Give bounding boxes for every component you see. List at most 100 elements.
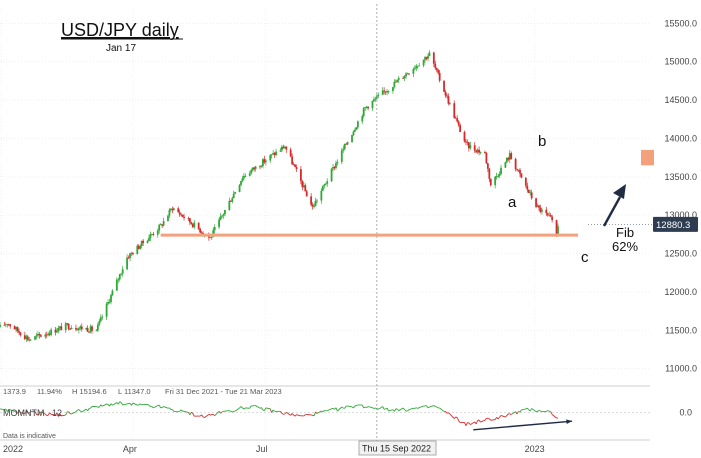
- momentum-segment: [467, 422, 470, 424]
- candle: [463, 130, 466, 143]
- momentum-segment: [419, 405, 424, 408]
- momentum-segment: [455, 416, 458, 418]
- momentum-segment: [163, 406, 169, 409]
- candle-body: [91, 326, 93, 331]
- candle-body: [539, 207, 542, 212]
- candle-body: [108, 301, 111, 303]
- candle: [161, 224, 164, 229]
- candle-body: [321, 186, 324, 191]
- candle: [130, 251, 133, 257]
- candle: [524, 177, 527, 189]
- candle-body: [283, 146, 286, 149]
- candle: [39, 334, 42, 338]
- candle: [259, 165, 261, 170]
- candle: [403, 74, 406, 82]
- candle: [91, 324, 93, 334]
- momentum-segment: [407, 409, 410, 412]
- momentum-segment: [332, 407, 335, 410]
- momentum-segment: [433, 405, 436, 407]
- momentum-segment: [202, 416, 205, 419]
- candle-body: [465, 141, 467, 143]
- momentum-segment: [262, 409, 265, 412]
- candle: [355, 126, 358, 131]
- candle: [57, 325, 60, 334]
- candle-body: [129, 253, 131, 259]
- candle-body: [548, 215, 551, 216]
- candle: [107, 299, 109, 306]
- candle: [168, 207, 171, 219]
- candle-body: [428, 52, 431, 57]
- candle-body: [351, 135, 353, 143]
- candle: [88, 331, 91, 333]
- candle: [56, 327, 58, 333]
- candle: [140, 240, 143, 249]
- candle-body: [231, 198, 234, 202]
- momentum-segment: [313, 411, 316, 416]
- candle-body: [302, 185, 305, 188]
- momentum-segment: [189, 411, 192, 416]
- momentum-segment: [480, 419, 486, 423]
- candle-body: [510, 153, 513, 159]
- candle-body: [405, 73, 407, 77]
- momentum-segment: [201, 414, 204, 418]
- candle-body: [463, 131, 466, 142]
- fib-percent-label: 62%: [612, 239, 638, 254]
- momentum-tick-label: 0.0: [679, 408, 692, 418]
- candle: [209, 237, 212, 239]
- candle: [320, 188, 323, 204]
- momentum-segment: [269, 408, 273, 413]
- candle: [23, 331, 26, 341]
- candle: [58, 325, 61, 331]
- candle: [351, 134, 353, 143]
- candle-body: [361, 116, 364, 122]
- candle-body: [479, 152, 482, 153]
- candle-body: [546, 213, 549, 216]
- candle-body: [364, 107, 367, 109]
- candle: [405, 71, 407, 79]
- momentum-segment: [478, 419, 481, 423]
- candle-body: [476, 149, 479, 153]
- momentum-segment: [8, 408, 11, 411]
- candle-body: [75, 327, 77, 330]
- candle: [538, 204, 540, 211]
- momentum-segment: [158, 405, 162, 409]
- momentum-segment: [240, 406, 243, 409]
- candle: [262, 157, 264, 169]
- candle: [336, 159, 339, 166]
- candle-body: [505, 157, 508, 163]
- candle-body: [457, 121, 460, 125]
- candle-body: [9, 324, 12, 327]
- momentum-segment: [81, 408, 87, 413]
- candle-body: [340, 150, 343, 162]
- candle: [142, 239, 145, 246]
- candle-body: [485, 153, 488, 164]
- candle-body: [54, 329, 57, 333]
- momentum-segment: [90, 406, 93, 409]
- momentum-segment: [356, 404, 359, 407]
- candle: [45, 331, 48, 339]
- candle-body: [159, 224, 162, 226]
- momentum-segment: [465, 422, 468, 426]
- momentum-segment: [500, 415, 506, 418]
- wave-b-label: b: [538, 133, 546, 150]
- candle: [517, 169, 520, 172]
- candle: [467, 142, 470, 152]
- candle-body: [494, 176, 497, 186]
- candle-body: [259, 166, 261, 168]
- momentum-label: MOMNTM: [3, 408, 45, 418]
- candle: [188, 218, 191, 226]
- candle: [479, 151, 482, 155]
- candle-body: [362, 108, 365, 117]
- candle-body: [475, 150, 478, 153]
- momentum-segment: [132, 402, 138, 406]
- momentum-segment: [46, 414, 49, 417]
- candle-body: [326, 181, 329, 184]
- candle: [218, 217, 221, 229]
- candle: [310, 193, 313, 207]
- candle-body: [6, 324, 9, 326]
- candle: [301, 180, 304, 191]
- candle: [437, 68, 440, 75]
- momentum-segment: [71, 411, 77, 415]
- momentum-segment: [296, 414, 302, 417]
- momentum-segment: [61, 414, 66, 417]
